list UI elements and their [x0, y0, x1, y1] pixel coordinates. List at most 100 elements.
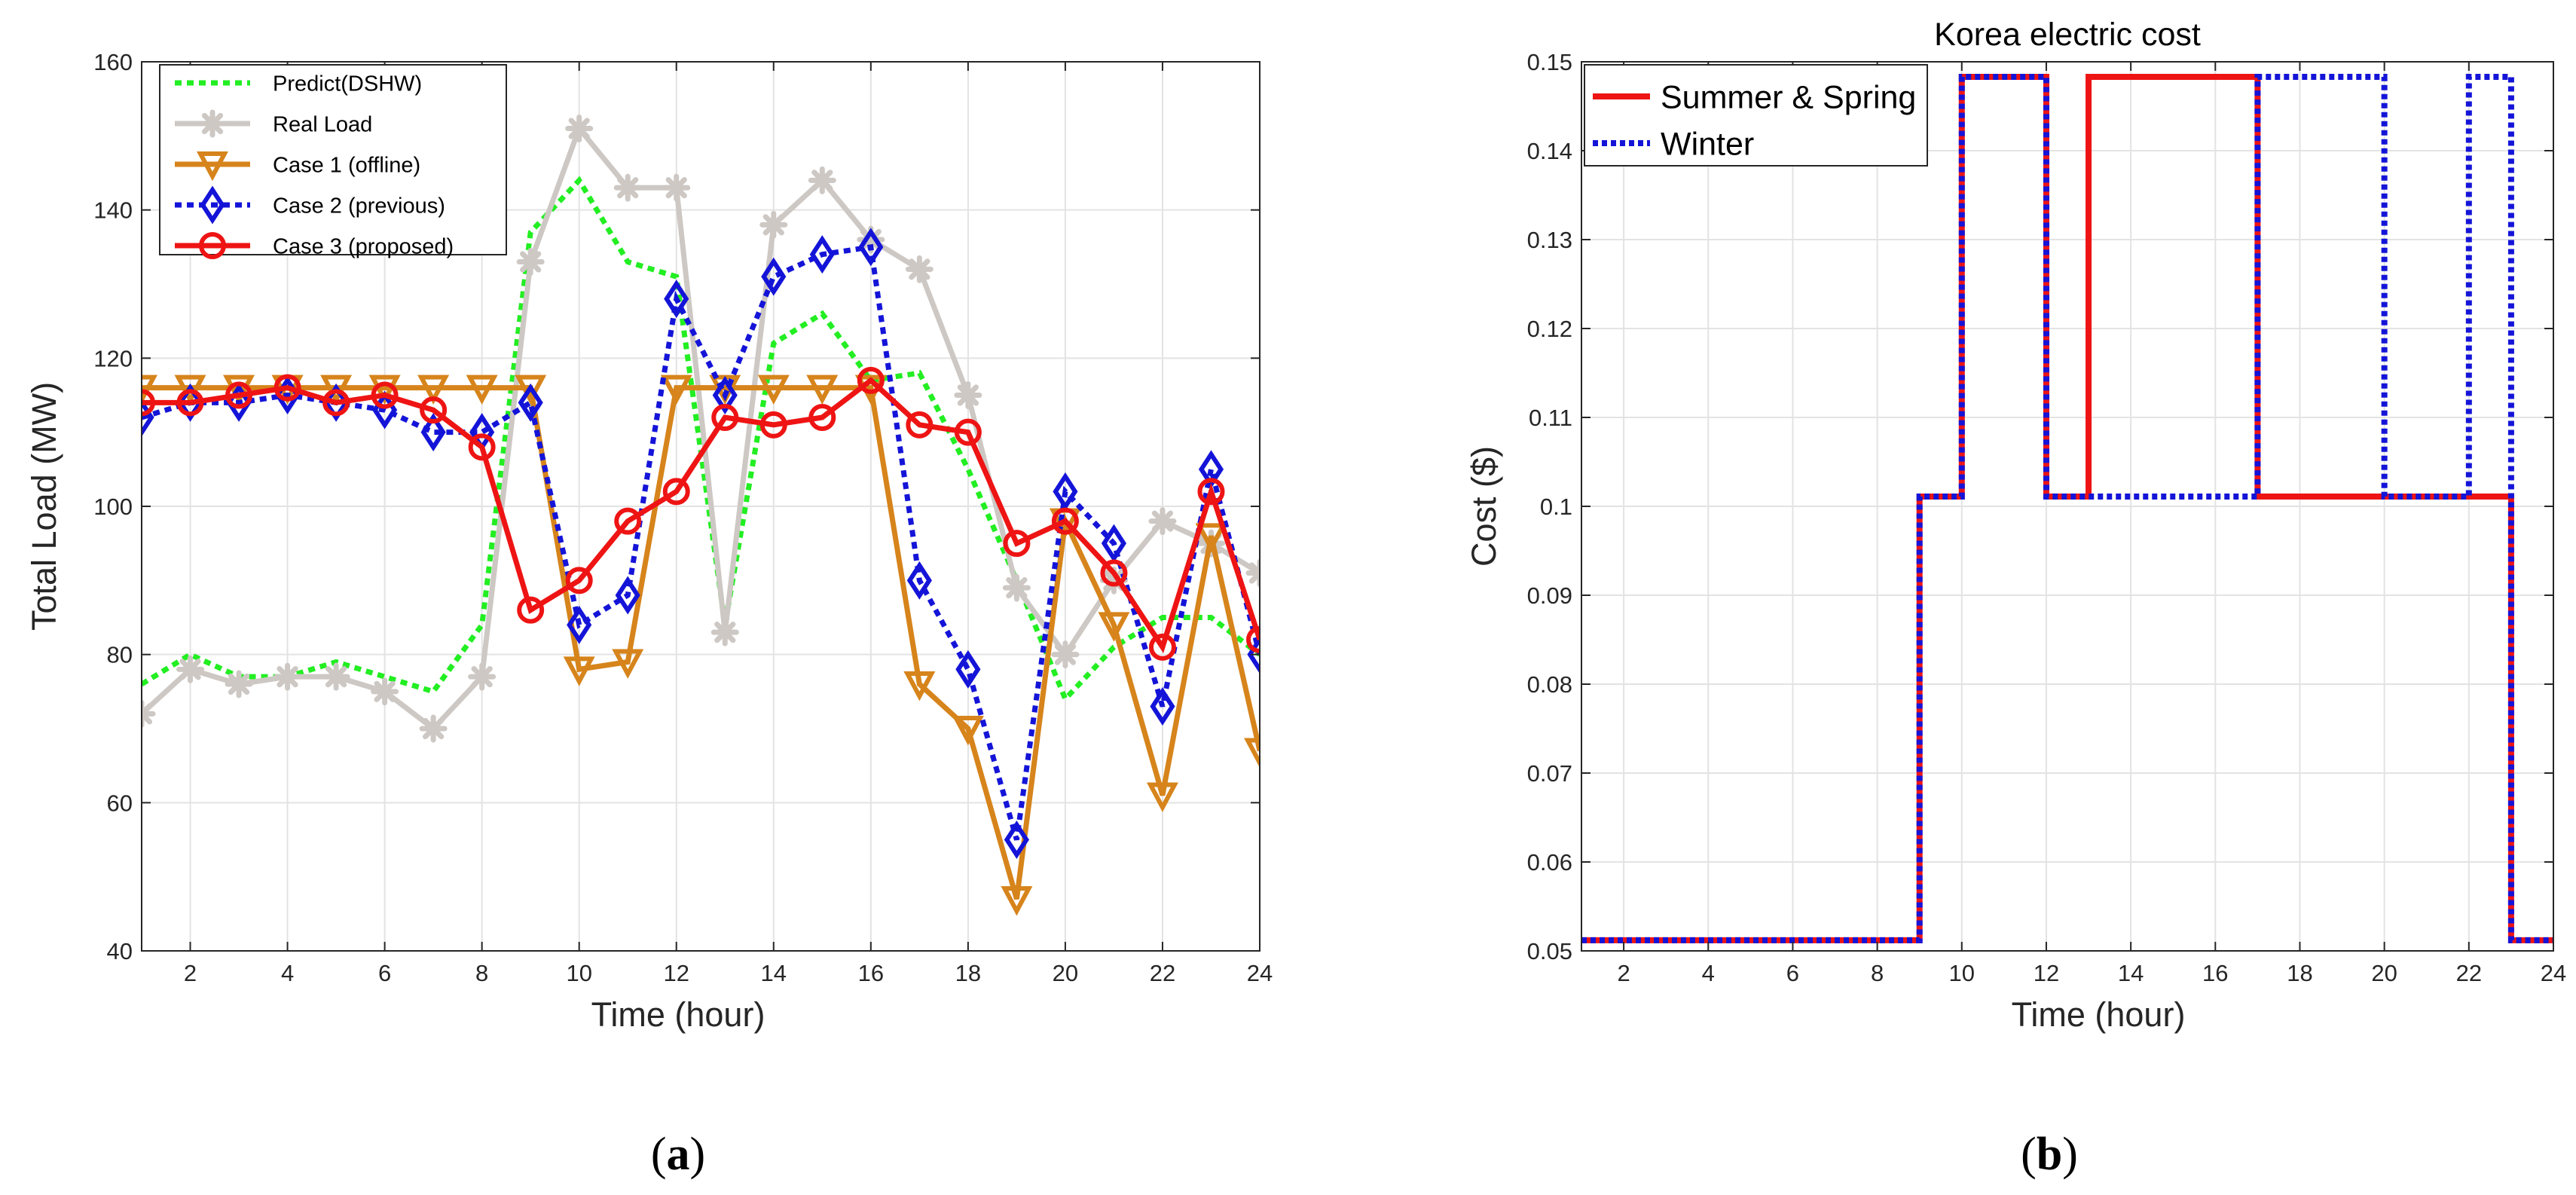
data-point — [857, 366, 885, 394]
data-point — [563, 656, 595, 686]
x-tick-label: 24 — [2541, 960, 2566, 986]
data-point — [1246, 626, 1260, 653]
x-tick-label: 22 — [1150, 960, 1175, 986]
data-point — [223, 374, 255, 405]
data-point — [614, 507, 642, 535]
legend-label: Summer & Spring — [1661, 79, 1916, 115]
data-point — [225, 670, 253, 698]
data-point — [662, 173, 691, 202]
data-point — [1100, 559, 1128, 587]
data-point — [176, 389, 204, 417]
legend-label: Case 1 (offline) — [273, 153, 420, 177]
chart-b-xlabel: Time (hour) — [2012, 995, 2186, 1034]
x-tick-label: 16 — [2202, 960, 2228, 986]
legend-label: Case 3 (proposed) — [273, 234, 454, 258]
data-point — [1197, 478, 1225, 506]
chart-a: 2 4 6 8 10 12 14 16 18 20 22 24 406080100120140160 … — [25, 49, 1273, 1180]
data-point — [952, 716, 984, 746]
data-point — [905, 255, 934, 283]
data-point — [1002, 573, 1031, 602]
data-point — [323, 383, 349, 422]
y-tick-label: 100 — [93, 494, 133, 520]
data-point — [142, 374, 157, 405]
y-tick-label: 160 — [93, 49, 133, 75]
data-point — [468, 433, 496, 461]
chart-a-y-ticks: 40 60 80 100 120 140 160 — [93, 49, 1260, 964]
series-line-case-2-previous- — [142, 243, 1260, 841]
data-point — [371, 381, 399, 409]
data-point — [1051, 640, 1080, 669]
x-tick-label: 2 — [184, 960, 197, 986]
data-point — [1051, 507, 1079, 535]
data-point — [954, 418, 982, 446]
data-point — [1053, 472, 1078, 511]
x-tick-label: 22 — [2456, 960, 2482, 986]
chart-a-caption-letter: a — [667, 1129, 690, 1180]
x-tick-label: 6 — [378, 960, 391, 986]
data-point — [1150, 686, 1175, 726]
legend-label: Predict(DSHW) — [273, 72, 422, 96]
data-point — [615, 576, 640, 615]
legend-label: Real Load — [273, 112, 372, 136]
x-tick-label: 14 — [2118, 960, 2144, 986]
data-point — [177, 383, 203, 422]
data-point — [857, 225, 885, 254]
x-tick-label: 10 — [1949, 960, 1975, 986]
chart-b-x-ticks: 2 4 6 8 10 12 14 16 18 20 22 24 — [1617, 62, 2566, 986]
data-point — [417, 374, 450, 405]
data-point — [1101, 524, 1127, 563]
data-point — [518, 383, 543, 422]
data-point — [517, 596, 545, 624]
data-point — [809, 235, 835, 274]
x-tick-label: 2 — [1617, 960, 1630, 986]
legend-marker — [197, 151, 228, 182]
data-point — [906, 411, 934, 439]
data-point — [1001, 886, 1033, 916]
data-point — [1148, 633, 1176, 661]
chart-a-xlabel: Time (hour) — [591, 995, 765, 1034]
x-tick-label: 12 — [2034, 960, 2059, 986]
data-point — [320, 374, 353, 405]
x-tick-label: 20 — [2371, 960, 2397, 986]
legend-label: Winter — [1661, 126, 1754, 162]
data-point — [954, 381, 982, 409]
data-point — [662, 478, 690, 506]
data-point — [759, 411, 787, 439]
chart-a-caption: (a) — [651, 1129, 705, 1180]
data-point — [806, 374, 839, 405]
data-point — [906, 561, 932, 600]
legend-marker — [199, 232, 226, 259]
data-point — [176, 655, 205, 683]
data-point — [1148, 507, 1177, 536]
data-point — [273, 374, 301, 402]
data-point — [612, 649, 644, 679]
chart-b-legend: Summer & Spring Winter — [1584, 64, 1928, 167]
y-tick-label: 0.08 — [1527, 671, 1572, 698]
data-point — [761, 257, 787, 296]
x-tick-label: 24 — [1247, 960, 1273, 986]
y-tick-label: 0.1 — [1540, 494, 1572, 520]
data-point — [565, 115, 594, 142]
data-point — [468, 662, 497, 691]
x-tick-label: 8 — [475, 960, 488, 986]
data-point — [420, 396, 448, 424]
data-point — [567, 605, 592, 644]
data-point — [1099, 566, 1128, 594]
data-point — [613, 173, 642, 202]
y-tick-label: 0.07 — [1527, 760, 1572, 787]
chart-a-x-ticks: 2 4 6 8 10 12 14 16 18 20 22 24 — [184, 62, 1273, 986]
data-point — [759, 210, 788, 239]
y-tick-label: 0.06 — [1527, 849, 1572, 876]
data-point — [322, 389, 350, 417]
data-point — [660, 374, 692, 405]
y-tick-label: 0.13 — [1527, 227, 1572, 253]
data-point — [1098, 612, 1130, 642]
data-point — [808, 404, 836, 431]
data-point — [757, 374, 790, 405]
chart-b-legend-box — [1584, 64, 1928, 167]
data-point — [466, 374, 498, 405]
x-tick-label: 10 — [566, 960, 591, 986]
data-point — [174, 374, 206, 405]
y-tick-label: 80 — [107, 642, 133, 668]
